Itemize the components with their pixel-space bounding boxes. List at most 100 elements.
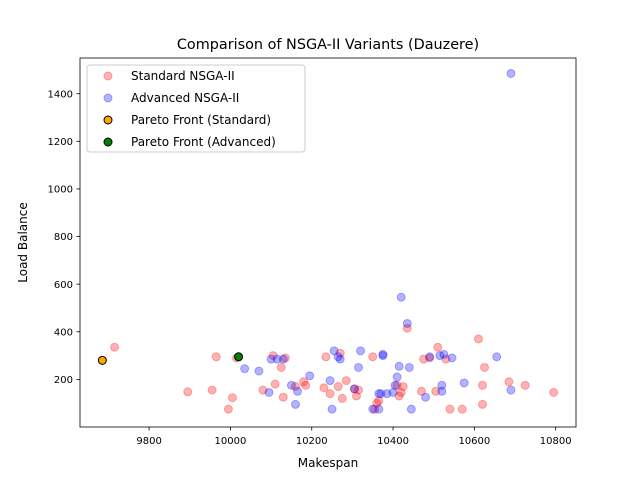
data-point xyxy=(290,399,300,409)
legend-frame xyxy=(86,64,306,153)
data-point xyxy=(425,352,435,362)
data-point xyxy=(368,404,378,414)
y-tick-label: 400 xyxy=(54,327,73,338)
data-point xyxy=(372,398,382,408)
data-point xyxy=(258,385,268,395)
data-point xyxy=(433,342,443,352)
data-point xyxy=(374,396,384,406)
x-axis-label: Makespan xyxy=(298,456,358,470)
data-point xyxy=(396,387,406,397)
data-point xyxy=(506,68,516,78)
data-point xyxy=(319,383,329,393)
data-point xyxy=(459,378,469,388)
data-point xyxy=(335,348,345,358)
legend-label: Advanced NSGA-II xyxy=(131,91,239,105)
data-point xyxy=(337,393,347,403)
data-point xyxy=(254,366,264,376)
data-point xyxy=(520,380,530,390)
y-axis: 200 400 600 800 1000 1200 1400 xyxy=(48,89,80,386)
x-axis: 9800 10000 10200 10400 10600 10800 xyxy=(136,427,572,447)
legend-label: Pareto Front (Standard) xyxy=(131,113,271,127)
pareto-point xyxy=(234,352,244,362)
y-tick-label: 600 xyxy=(54,280,73,291)
legend-marker xyxy=(103,115,113,125)
legend: Standard NSGA-II Advanced NSGA-II Pareto F… xyxy=(86,64,306,153)
data-point xyxy=(376,389,386,399)
data-point xyxy=(504,377,514,387)
y-axis-label: Load Balance xyxy=(16,202,30,282)
data-point xyxy=(419,354,429,364)
data-point xyxy=(435,351,445,361)
data-point xyxy=(278,354,288,364)
data-point xyxy=(382,389,392,399)
data-point xyxy=(402,318,412,328)
data-point xyxy=(378,351,388,361)
data-point xyxy=(321,352,331,362)
x-tick-label: 10400 xyxy=(377,436,409,447)
data-point xyxy=(421,392,431,402)
data-point xyxy=(356,346,366,356)
data-point xyxy=(266,354,276,364)
data-point xyxy=(325,389,335,399)
data-point xyxy=(374,404,384,414)
data-point xyxy=(506,385,516,395)
x-tick-label: 10600 xyxy=(458,436,490,447)
data-point xyxy=(290,382,300,392)
data-points xyxy=(97,68,559,414)
data-point xyxy=(549,387,559,397)
data-point xyxy=(477,380,487,390)
y-tick-label: 1000 xyxy=(48,185,73,196)
data-point xyxy=(286,380,296,390)
data-point xyxy=(223,404,233,414)
data-point xyxy=(398,382,408,392)
y-tick-label: 1200 xyxy=(48,137,73,148)
data-point xyxy=(351,391,361,401)
data-point xyxy=(276,362,286,372)
data-point xyxy=(240,364,250,374)
data-point xyxy=(227,393,237,403)
data-point xyxy=(333,382,343,392)
data-point xyxy=(392,380,402,390)
data-point xyxy=(477,399,487,409)
x-tick-label: 10800 xyxy=(540,436,572,447)
data-point xyxy=(325,376,335,386)
data-point xyxy=(402,323,412,333)
data-point xyxy=(353,362,363,372)
data-point xyxy=(335,354,345,364)
y-tick-label: 800 xyxy=(54,232,73,243)
data-point xyxy=(305,371,315,381)
data-point xyxy=(370,404,380,414)
data-point xyxy=(445,404,455,414)
data-point xyxy=(280,353,290,363)
data-point xyxy=(183,387,193,397)
data-point xyxy=(394,361,404,371)
data-point xyxy=(207,385,217,395)
data-point xyxy=(110,342,120,352)
data-point xyxy=(447,353,457,363)
data-point xyxy=(268,351,278,361)
data-point xyxy=(211,352,221,362)
legend-marker xyxy=(103,93,113,103)
data-point xyxy=(264,387,274,397)
plot-frame xyxy=(79,57,577,428)
x-tick-label: 10200 xyxy=(296,436,328,447)
x-tick-label: 10000 xyxy=(215,436,247,447)
chart-title: Comparison of NSGA-II Variants (Dauzere) xyxy=(177,37,479,53)
data-point xyxy=(327,404,337,414)
data-point xyxy=(392,372,402,382)
data-point xyxy=(394,391,404,401)
data-point xyxy=(329,346,339,356)
data-point xyxy=(388,387,398,397)
data-point xyxy=(270,379,280,389)
legend-marker xyxy=(103,71,113,81)
data-point xyxy=(333,352,343,362)
data-point xyxy=(473,334,483,344)
data-point xyxy=(341,376,351,386)
data-point xyxy=(353,385,363,395)
y-tick-label: 1400 xyxy=(48,89,73,100)
data-point xyxy=(437,386,447,396)
data-point xyxy=(425,353,435,363)
data-point xyxy=(272,354,282,364)
data-point xyxy=(417,386,427,396)
